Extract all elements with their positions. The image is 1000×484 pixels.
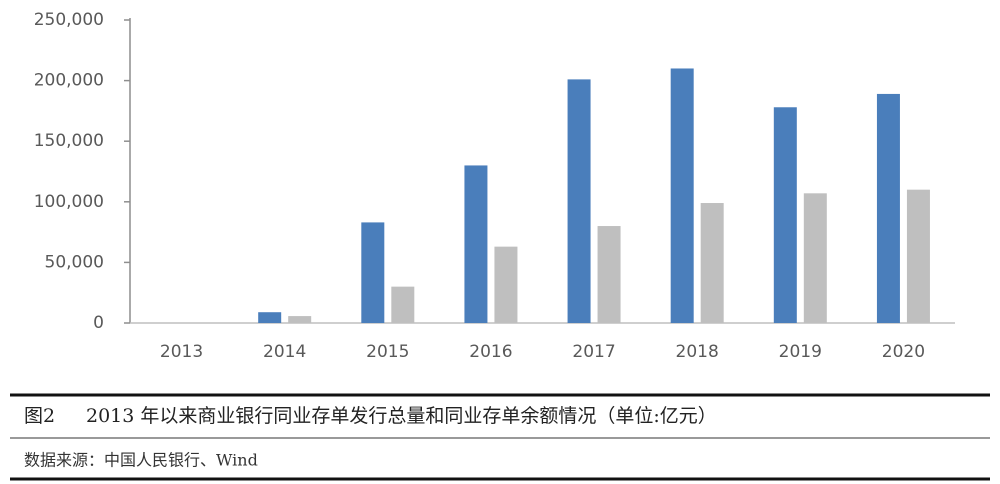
- y-tick-label: 200,000: [34, 71, 104, 91]
- bar: [597, 226, 621, 323]
- x-tick-label: 2016: [469, 342, 512, 362]
- bar: [670, 68, 694, 323]
- y-tick-label: 0: [93, 313, 104, 333]
- y-tick-label: 150,000: [34, 131, 104, 151]
- y-tick-label: 100,000: [34, 192, 104, 212]
- bar: [258, 312, 282, 323]
- x-tick-label: 2020: [882, 342, 925, 362]
- y-tick-label: 250,000: [34, 10, 104, 30]
- x-tick-label: 2014: [263, 342, 306, 362]
- x-tick-label: 2019: [779, 342, 822, 362]
- bar: [906, 189, 930, 323]
- bar: [464, 165, 488, 323]
- bar: [876, 93, 900, 323]
- x-tick-label: 2017: [572, 342, 615, 362]
- bar: [494, 246, 518, 323]
- bar: [391, 286, 415, 323]
- chart-title: 2013 年以来商业银行同业存单发行总量和同业存单余额情况（单位:亿元）: [86, 405, 717, 427]
- x-tick-label: 2015: [366, 342, 409, 362]
- y-tick-label: 50,000: [45, 252, 104, 272]
- figure-label: 图2: [24, 405, 55, 427]
- x-tick-label: 2018: [676, 342, 719, 362]
- bar: [773, 107, 797, 323]
- bar: [567, 79, 591, 323]
- bar: [700, 203, 724, 323]
- bar: [288, 316, 312, 323]
- source: 数据来源：中国人民银行、Wind: [24, 451, 258, 470]
- bar: [803, 193, 827, 323]
- bar: [361, 222, 385, 323]
- x-tick-label: 2013: [160, 342, 203, 362]
